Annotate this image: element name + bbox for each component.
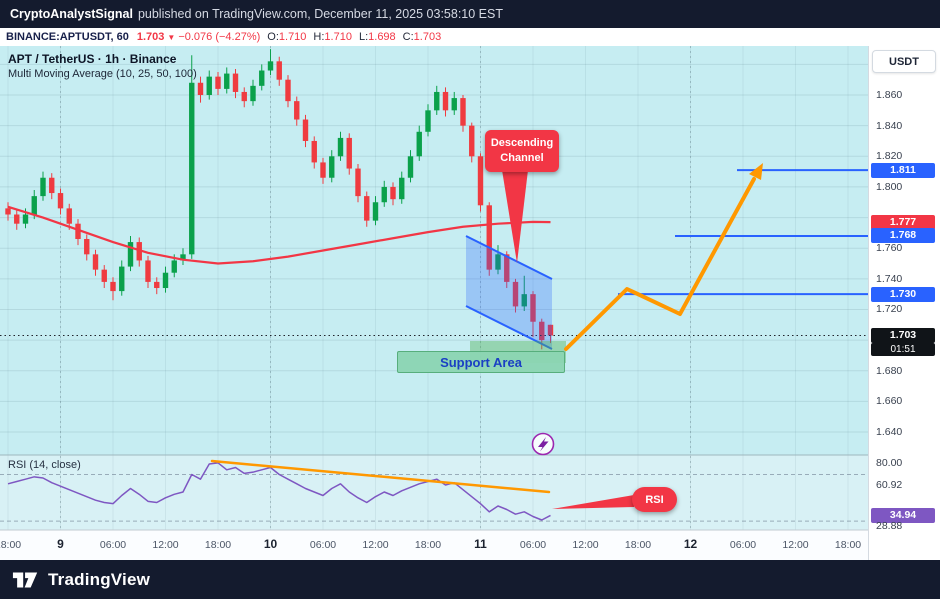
- chart-canvas[interactable]: [0, 0, 868, 560]
- rsi-axis-label: 80.00: [876, 456, 903, 469]
- descending-channel-callout[interactable]: Descending Channel: [485, 130, 559, 172]
- price-badge: 1.811: [871, 162, 935, 178]
- attribution-bar: CryptoAnalystSignal published on Trading…: [0, 0, 940, 28]
- drawings: [210, 163, 763, 509]
- price-axis-label: 1.800: [876, 180, 903, 193]
- price-axis-label: 1.680: [876, 364, 903, 377]
- time-axis-label: 06:00: [309, 539, 337, 551]
- time-axis-label: 12: [683, 537, 698, 551]
- price-levels: [0, 169, 868, 337]
- time-axis-label: 12:00: [362, 539, 389, 551]
- last-price: 1.703: [136, 31, 165, 43]
- price-badge: 1.777: [871, 214, 935, 230]
- channel-callout-line2: Channel: [500, 152, 544, 164]
- support-area-label[interactable]: Support Area: [397, 351, 565, 373]
- rsi-plot: [7, 462, 551, 521]
- price-change: −0.076 (−4.27%): [178, 31, 261, 43]
- indicator-legend[interactable]: Multi Moving Average (10, 25, 50, 100): [8, 68, 197, 80]
- bar-countdown: 01:51: [871, 343, 935, 357]
- time-axis-label: 18:00: [0, 539, 22, 551]
- close-label: C:: [402, 31, 414, 43]
- high-label: H:: [313, 31, 325, 43]
- symbol-info-bar: BINANCE:APTUSDT, 60 1.703 ▼ −0.076 (−4.2…: [0, 28, 940, 46]
- candles: [5, 49, 554, 350]
- open-label: O:: [267, 31, 279, 43]
- price-axis-label: 1.860: [876, 89, 903, 102]
- time-axis-label: 06:00: [519, 539, 547, 551]
- time-axis-label: 18:00: [834, 539, 862, 551]
- time-axis-label: 12:00: [572, 539, 599, 551]
- price-axis-label: 1.640: [876, 426, 903, 439]
- channel-callout-line1: Descending: [490, 137, 554, 150]
- price-axis-label: 1.840: [876, 119, 903, 132]
- time-axis-label: 06:00: [99, 539, 127, 551]
- high-value: 1.710: [324, 31, 352, 43]
- tradingview-logo[interactable]: [12, 567, 40, 593]
- rsi-axis-label: 28.88: [876, 519, 903, 532]
- time-axis-label: 18:00: [624, 539, 652, 551]
- price-axis-label: 1.740: [876, 272, 903, 285]
- brand-name[interactable]: TradingView: [48, 569, 151, 589]
- down-arrow-icon: ▼: [167, 32, 176, 42]
- low-label: L:: [358, 31, 369, 43]
- time-axis-label: 12:00: [152, 539, 179, 551]
- time-axis-label: 9: [57, 537, 64, 551]
- symbol-legend[interactable]: APT / TetherUS · 1h · Binance: [8, 52, 177, 66]
- open-value: 1.710: [278, 31, 307, 43]
- price-axis-label: 1.720: [876, 303, 903, 316]
- symbol-name[interactable]: BINANCE:APTUSDT, 60: [6, 31, 129, 43]
- rsi-axis-label: 60.92: [876, 479, 903, 492]
- author-name[interactable]: CryptoAnalystSignal: [10, 7, 133, 21]
- rsi-callout[interactable]: RSI: [632, 487, 677, 512]
- rsi-value-badge: 34.94: [871, 507, 935, 523]
- time-axis-label: 10: [263, 537, 278, 551]
- rsi-indicator-legend[interactable]: RSI (14, close): [8, 459, 81, 471]
- low-value: 1.698: [368, 31, 396, 43]
- price-badge: 1.703: [871, 328, 935, 344]
- price-badge: 1.730: [871, 286, 935, 302]
- time-axis[interactable]: 18:00 9 06:00 12:00 18:00 10 06:00 12:00 18:00 11…: [0, 530, 868, 560]
- time-axis-label: 06:00: [729, 539, 757, 551]
- price-axis[interactable]: USDT 1.860 1.840 1.820 1.800 1.760 1.740 1.720…: [868, 46, 940, 560]
- price-axis-label: 1.820: [876, 150, 903, 163]
- pane-backgrounds: [0, 46, 868, 560]
- time-axis-label: 12:00: [782, 539, 809, 551]
- price-badge: 1.768: [871, 228, 935, 244]
- close-value: 1.703: [413, 31, 442, 43]
- price-axis-label: 1.660: [876, 395, 903, 408]
- currency-toggle-button[interactable]: USDT: [872, 50, 936, 73]
- footer-bar: TradingView: [0, 560, 940, 599]
- gridlines: [0, 46, 868, 531]
- time-axis-label: 18:00: [414, 539, 442, 551]
- price-axis-label: 1.760: [876, 242, 903, 255]
- time-axis-label: 18:00: [204, 539, 232, 551]
- attribution-text: published on TradingView.com, December 1…: [137, 7, 503, 21]
- ma-line: [7, 205, 551, 265]
- time-axis-label: 11: [474, 537, 487, 551]
